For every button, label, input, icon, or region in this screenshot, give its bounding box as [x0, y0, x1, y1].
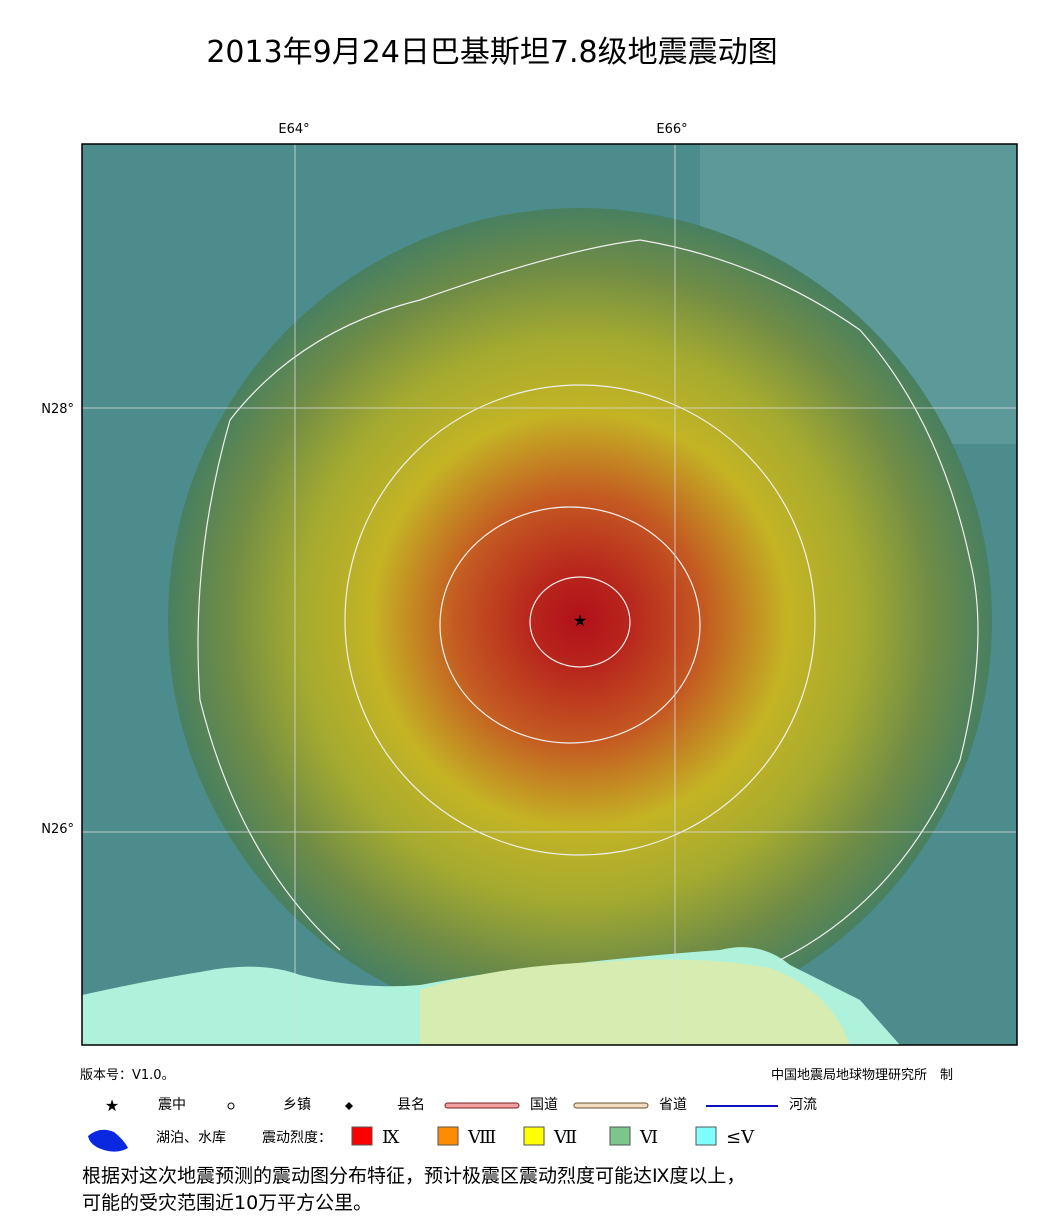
intensity-swatch	[437, 1126, 459, 1146]
legend-symbol	[88, 1129, 128, 1152]
intensity-label: Ⅵ	[639, 1127, 658, 1148]
map: ★	[82, 144, 1017, 1045]
intensity-swatch	[695, 1126, 717, 1146]
intensity-legend: Ⅸ Ⅷ Ⅶ Ⅵ ≤Ⅴ	[351, 1126, 755, 1148]
intensity-label: Ⅷ	[467, 1127, 496, 1148]
latitude-label: N28°	[41, 402, 74, 417]
description: 根据对这次地震预测的震动图分布特征，预计极震区震动烈度可能达Ⅸ度以上，	[82, 1165, 745, 1187]
version: 版本号：V1.0。	[80, 1068, 175, 1083]
intensity-swatch	[523, 1126, 545, 1146]
intensity-label: Ⅶ	[553, 1127, 577, 1148]
map-frame	[81, 143, 1018, 1046]
contours	[197, 239, 979, 961]
latitude-label: N26°	[41, 822, 74, 837]
legend-label: 省道	[659, 1097, 687, 1113]
legend-label: 乡镇	[283, 1097, 311, 1113]
epicenter: ★	[573, 611, 587, 630]
graticule	[82, 144, 1017, 1045]
intensity-swatch	[609, 1126, 631, 1146]
intensity-label: ≤Ⅴ	[726, 1127, 755, 1148]
legend-symbol: ★	[105, 1096, 119, 1115]
legend-label: 国道	[530, 1097, 558, 1113]
legend-label: 县名	[397, 1097, 425, 1113]
producer: 中国地震局地球物理研究所 制	[771, 1068, 953, 1083]
title: 2013年9月24日巴基斯坦7.8级地震震动图	[206, 35, 777, 70]
shake-area	[168, 208, 992, 1032]
longitude-label: E66°	[656, 122, 687, 137]
intensity-label: Ⅸ	[382, 1127, 400, 1148]
legend-symbol	[573, 1102, 649, 1109]
intensity-title: 震动烈度：	[262, 1130, 332, 1146]
legend-label: 湖泊、水库	[156, 1130, 226, 1146]
sea-overlay	[420, 959, 850, 1045]
legend-label: 震中	[158, 1097, 186, 1113]
legend-symbol	[444, 1102, 520, 1109]
description: 可能的受灾范围近10万平方公里。	[82, 1192, 372, 1214]
legend-symbol	[227, 1102, 235, 1110]
intensity-swatch	[351, 1126, 373, 1146]
legend-symbol	[345, 1102, 353, 1110]
legend-label: 河流	[789, 1097, 817, 1113]
longitude-label: E64°	[278, 122, 309, 137]
